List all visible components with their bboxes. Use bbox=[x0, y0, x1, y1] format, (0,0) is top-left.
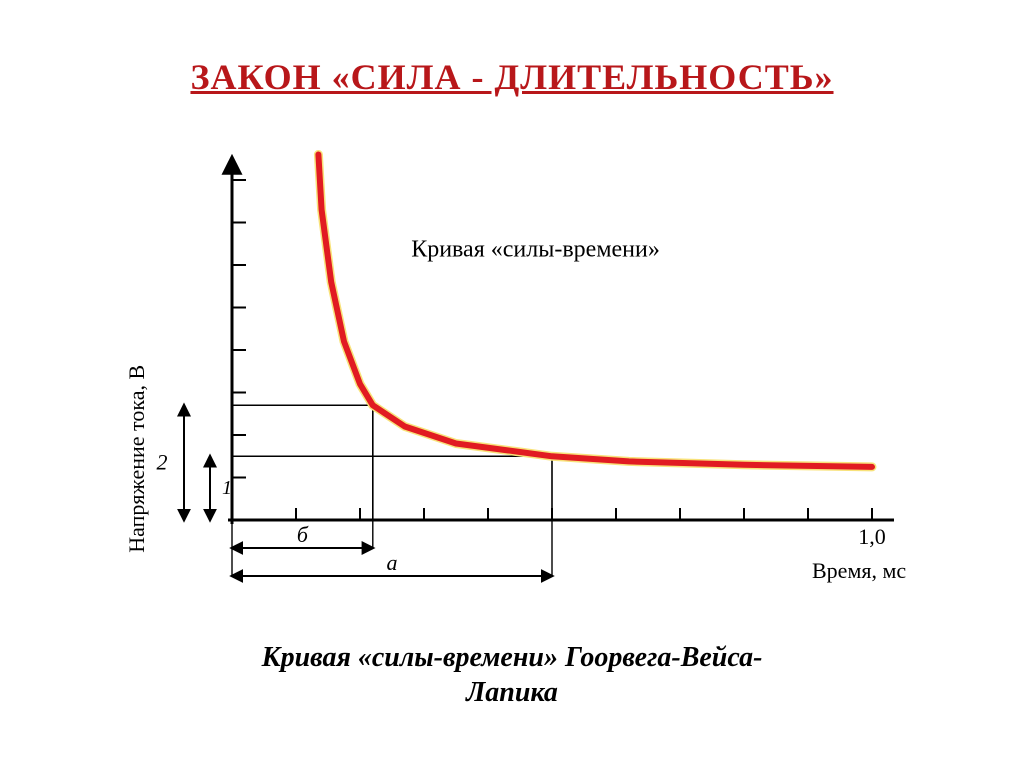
svg-text:1: 1 bbox=[222, 477, 232, 499]
svg-text:a: a bbox=[387, 550, 398, 575]
chart-svg: 2 1 б a Кривая «силы-времени» Напряжение тока… bbox=[112, 140, 912, 600]
caption-line-2: Лапика bbox=[466, 677, 558, 708]
svg-text:Время, мс: Время, мс bbox=[812, 558, 906, 583]
svg-text:2: 2 bbox=[157, 450, 168, 475]
slide-title: ЗАКОН «СИЛА - ДЛИТЕЛЬНОСТЬ» bbox=[0, 56, 1024, 98]
svg-text:Кривая «силы-времени»: Кривая «силы-времени» bbox=[411, 237, 660, 263]
strength-duration-chart: 2 1 б a Кривая «силы-времени» Напряжение тока… bbox=[112, 140, 912, 600]
svg-text:Напряжение тока, В: Напряжение тока, В bbox=[124, 365, 149, 553]
svg-text:1,0: 1,0 bbox=[858, 524, 886, 549]
chart-caption: Кривая «силы-времени» Гоорвега-Вейса- Ла… bbox=[0, 640, 1024, 710]
svg-text:б: б bbox=[297, 522, 309, 547]
caption-line-1: Кривая «силы-времени» Гоорвега-Вейса- bbox=[262, 642, 763, 673]
